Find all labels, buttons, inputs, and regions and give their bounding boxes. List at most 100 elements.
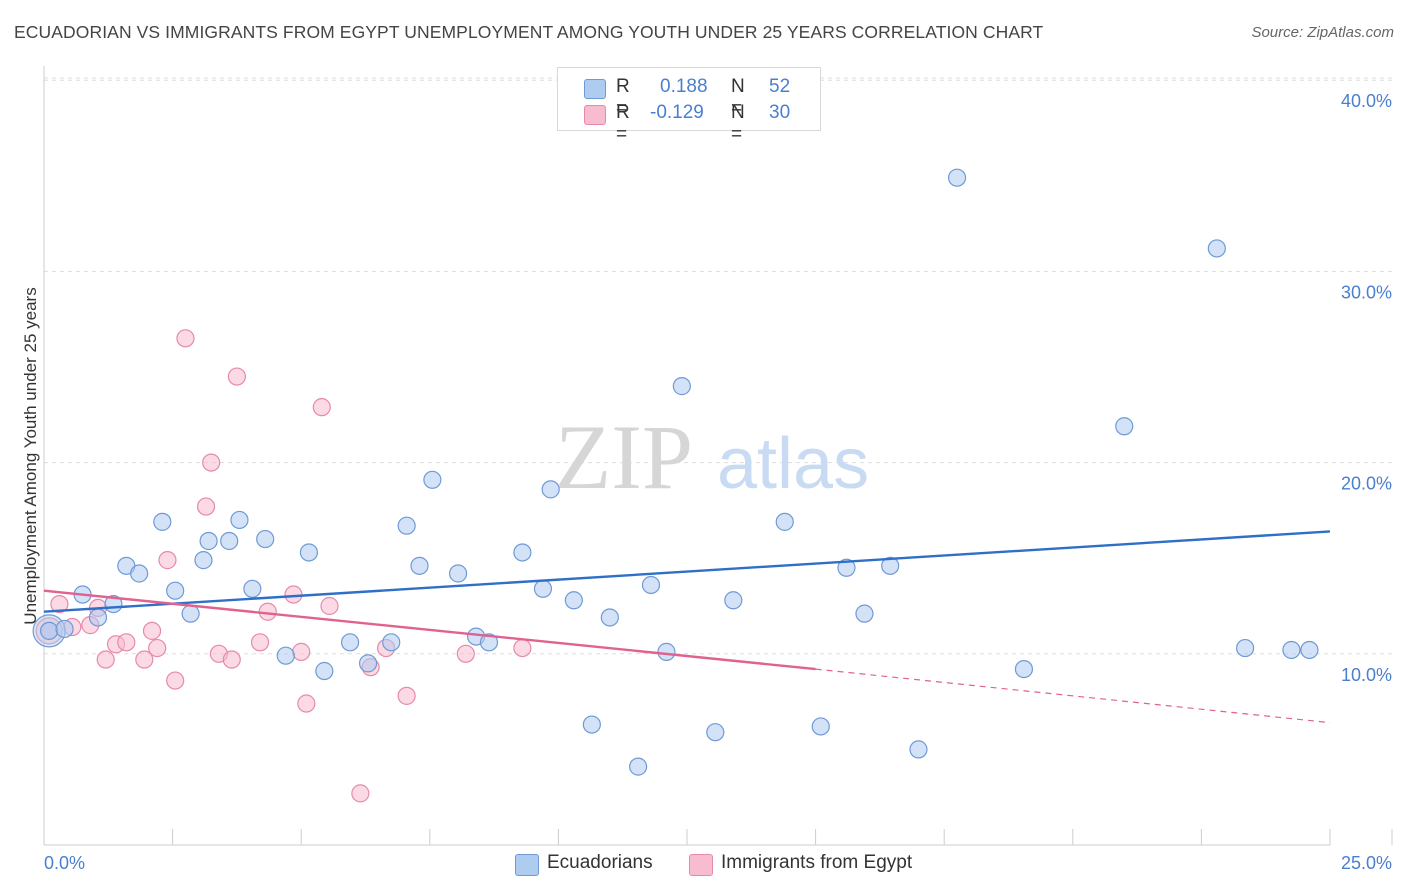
ecuadorians-point: [340, 633, 360, 652]
legend-r-value: 0.188: [660, 76, 708, 97]
ecuadorians-point: [775, 512, 794, 531]
egypt-point: [196, 497, 216, 516]
legend-swatch-blue: [515, 854, 539, 876]
legend-n-label: N =: [731, 102, 745, 145]
ecuadorians-point: [837, 558, 856, 577]
legend-r-label: R =: [616, 102, 630, 145]
ecuadorians-point: [1300, 640, 1319, 660]
egypt-point: [222, 650, 241, 669]
source-credit: Source: ZipAtlas.com: [1251, 24, 1394, 41]
ecuadorians-point: [276, 646, 295, 665]
egypt-point: [166, 671, 185, 690]
legend-swatch-blue: [584, 79, 606, 99]
ecuadorians-point: [358, 654, 378, 673]
series-egypt-points: [35, 329, 532, 803]
egypt-point: [250, 633, 270, 652]
egypt-point: [284, 585, 303, 604]
x-tick-label-max: 25.0%: [1341, 853, 1392, 873]
legend-n-label: N =: [731, 76, 745, 119]
egypt-trend-line: [43, 589, 816, 671]
ecuadorians-point: [564, 591, 583, 610]
egypt-point: [142, 621, 162, 640]
ecuadorians-point: [181, 604, 200, 623]
egypt-point: [135, 650, 154, 669]
ecuadorians-point: [479, 633, 499, 652]
ecuadorians-point: [672, 377, 691, 396]
egypt-point: [292, 642, 311, 661]
x-tick-label-min: 0.0%: [44, 853, 85, 873]
ecuadorians-point: [909, 740, 928, 759]
ecuadorians-point: [382, 633, 401, 652]
ecuadorians-point: [657, 642, 676, 661]
ecuadorians-point: [533, 579, 553, 598]
x-axis-ticks: [43, 829, 1393, 845]
legend-swatch-pink: [689, 854, 713, 876]
ecuadorians-point: [1236, 638, 1255, 658]
egypt-point: [227, 367, 246, 386]
y-tick-label: 40.0%: [1341, 91, 1392, 111]
egypt-point: [158, 551, 177, 570]
legend-swatch-pink: [584, 105, 606, 125]
ecuadorians-point: [513, 543, 532, 562]
egypt-point: [202, 453, 221, 472]
ecuadorians-point: [448, 564, 468, 583]
egypt-point: [50, 594, 69, 614]
legend-n-value: 30: [769, 102, 791, 123]
ecuadorians-point: [582, 715, 601, 734]
watermark-atlas: atlas: [717, 424, 869, 504]
ecuadorians-point: [811, 717, 830, 736]
y-axis-label: Unemployment Among Youth under 25 years: [21, 287, 40, 624]
egypt-point: [117, 633, 136, 652]
ecuadorians-point: [153, 512, 172, 531]
ecuadorians-point: [724, 591, 743, 610]
ecuadorians-point: [1014, 659, 1034, 679]
ecuadorians-point: [947, 168, 967, 187]
egypt-point: [297, 694, 316, 713]
chart-title: ECUADORIAN VS IMMIGRANTS FROM EGYPT UNEM…: [14, 22, 1044, 42]
ecuadorians-point: [220, 531, 239, 551]
ecuadorians-point: [256, 529, 275, 549]
correlation-legend: R = 0.188 N = 52 R = -0.129 N = 30: [557, 67, 821, 145]
legend-label-egypt: Immigrants from Egypt: [721, 852, 913, 873]
watermark: ZIP atlas: [555, 406, 869, 508]
ecuadorians-point: [166, 581, 185, 600]
ecuadorians-point: [541, 480, 560, 499]
legend-r-value: -0.129: [650, 102, 704, 123]
ecuadorians-point: [55, 619, 74, 639]
ecuadorians-point: [641, 575, 661, 595]
ecuadorians-point: [230, 510, 249, 530]
ecuadorians-point: [706, 723, 725, 742]
ecuadorians-point: [299, 543, 319, 562]
series-legend: Ecuadorians Immigrants from Egypt: [0, 852, 1406, 878]
ecuadorians-point: [194, 551, 213, 570]
ecuadorians-point: [130, 564, 149, 583]
ecuadorians-trend-line: [43, 530, 1331, 613]
ecuadorians-point: [315, 661, 334, 681]
egypt-point: [456, 644, 475, 663]
egypt-point: [96, 650, 115, 669]
ecuadorians-point: [1207, 239, 1226, 258]
egypt-point: [320, 596, 339, 616]
legend-label-ecuadorians: Ecuadorians: [547, 852, 653, 873]
egypt-point: [397, 686, 416, 705]
ecuadorians-point: [397, 516, 416, 535]
egypt-point: [148, 638, 167, 658]
trend-lines: [43, 530, 1331, 724]
watermark-zip: ZIP: [555, 406, 693, 508]
y-axis-tick-labels: 10.0% 20.0% 30.0% 40.0%: [1341, 91, 1392, 685]
ecuadorians-point: [881, 556, 900, 575]
legend-r-label: R =: [616, 76, 630, 119]
y-tick-label: 30.0%: [1341, 282, 1392, 302]
ecuadorians-point: [199, 531, 218, 551]
ecuadorians-point: [629, 757, 648, 776]
ecuadorians-point: [88, 608, 108, 627]
ecuadorians-point: [1282, 640, 1301, 660]
ecuadorians-point: [1115, 417, 1134, 436]
ecuadorians-point: [40, 621, 59, 640]
legend-n-value: 52: [769, 76, 791, 97]
grid-lines: [44, 77, 1392, 655]
egypt-point: [312, 398, 331, 417]
egypt-trend-line: [815, 668, 1331, 724]
egypt-point: [176, 329, 195, 348]
